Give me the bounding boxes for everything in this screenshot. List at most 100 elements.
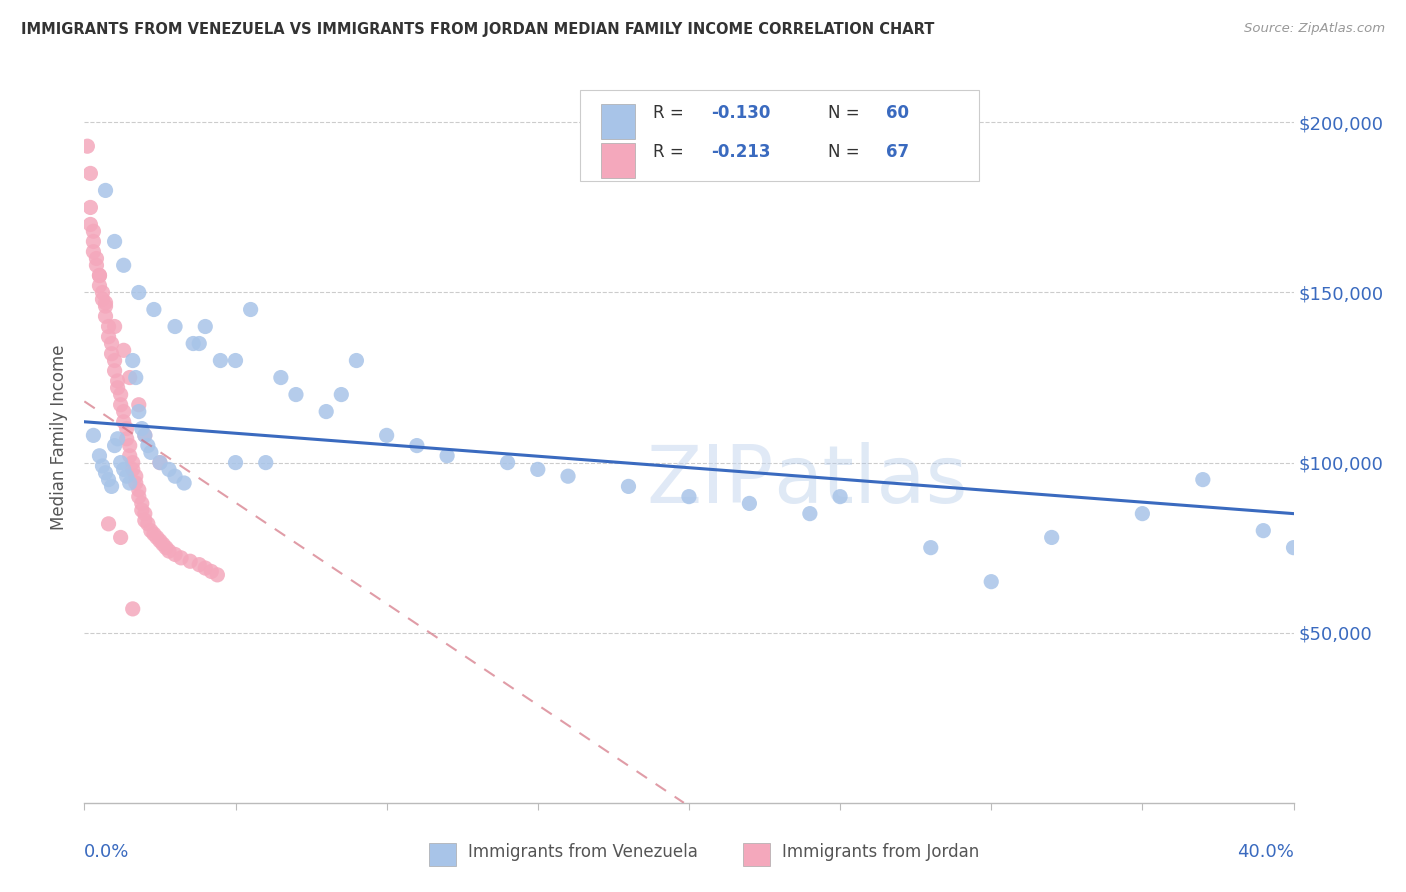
Point bbox=[82, 428, 104, 442]
Point bbox=[194, 319, 217, 334]
Point bbox=[107, 381, 129, 395]
Point bbox=[121, 456, 143, 470]
Point bbox=[165, 469, 187, 483]
Point bbox=[97, 319, 120, 334]
Point bbox=[188, 558, 211, 572]
Point bbox=[330, 387, 353, 401]
Text: R =: R = bbox=[652, 104, 689, 122]
Point bbox=[131, 503, 153, 517]
Text: ZIP: ZIP bbox=[647, 442, 773, 520]
Point bbox=[118, 439, 141, 453]
Point bbox=[1282, 541, 1305, 555]
FancyBboxPatch shape bbox=[600, 143, 634, 178]
Point bbox=[678, 490, 700, 504]
Point bbox=[112, 258, 135, 272]
Point bbox=[142, 302, 165, 317]
Point bbox=[97, 473, 120, 487]
Text: 40.0%: 40.0% bbox=[1237, 843, 1294, 861]
Point bbox=[115, 421, 138, 435]
Point bbox=[134, 428, 156, 442]
Point bbox=[79, 218, 101, 232]
Point bbox=[406, 439, 429, 453]
Point bbox=[121, 602, 143, 616]
Point bbox=[179, 554, 201, 568]
Text: 0.0%: 0.0% bbox=[84, 843, 129, 861]
Point bbox=[79, 166, 101, 180]
Point bbox=[225, 353, 247, 368]
Point bbox=[131, 496, 153, 510]
Point bbox=[112, 415, 135, 429]
Point bbox=[1130, 507, 1153, 521]
Point bbox=[94, 183, 117, 197]
Point bbox=[115, 469, 138, 483]
Point bbox=[94, 299, 117, 313]
Point bbox=[139, 445, 162, 459]
Text: -0.130: -0.130 bbox=[710, 104, 770, 122]
Point bbox=[157, 544, 180, 558]
Point bbox=[1253, 524, 1275, 538]
Point bbox=[118, 449, 141, 463]
Point bbox=[131, 421, 153, 435]
Text: N =: N = bbox=[828, 104, 865, 122]
Point bbox=[799, 507, 821, 521]
Point bbox=[121, 462, 143, 476]
Point bbox=[139, 524, 162, 538]
Point bbox=[100, 336, 122, 351]
Point bbox=[112, 462, 135, 476]
Point bbox=[82, 244, 104, 259]
Y-axis label: Median Family Income: Median Family Income bbox=[51, 344, 69, 530]
Point bbox=[121, 353, 143, 368]
Point bbox=[142, 527, 165, 541]
Point bbox=[112, 343, 135, 358]
Point bbox=[170, 550, 193, 565]
Text: R =: R = bbox=[652, 143, 689, 161]
Point bbox=[980, 574, 1002, 589]
FancyBboxPatch shape bbox=[744, 843, 770, 866]
Point bbox=[134, 507, 156, 521]
Point bbox=[738, 496, 761, 510]
Point bbox=[82, 224, 104, 238]
Point bbox=[94, 295, 117, 310]
Point bbox=[285, 387, 308, 401]
Point bbox=[89, 268, 111, 283]
Point bbox=[76, 139, 98, 153]
FancyBboxPatch shape bbox=[581, 90, 979, 181]
Point bbox=[107, 432, 129, 446]
Point bbox=[181, 336, 204, 351]
Point bbox=[110, 398, 132, 412]
Text: N =: N = bbox=[828, 143, 865, 161]
Point bbox=[128, 404, 150, 418]
Text: 67: 67 bbox=[886, 143, 910, 161]
Point bbox=[134, 513, 156, 527]
Point bbox=[82, 235, 104, 249]
Point bbox=[104, 353, 127, 368]
Point bbox=[134, 428, 156, 442]
Point bbox=[128, 490, 150, 504]
Point bbox=[200, 565, 222, 579]
Point bbox=[149, 456, 172, 470]
Point bbox=[375, 428, 398, 442]
Point bbox=[207, 567, 229, 582]
Point bbox=[128, 285, 150, 300]
Point bbox=[346, 353, 368, 368]
Point bbox=[920, 541, 942, 555]
Point bbox=[557, 469, 579, 483]
Point bbox=[97, 516, 120, 531]
Point bbox=[104, 319, 127, 334]
Point bbox=[128, 398, 150, 412]
Point bbox=[128, 483, 150, 497]
Point bbox=[97, 329, 120, 343]
Point bbox=[149, 456, 172, 470]
Point bbox=[110, 531, 132, 545]
Point bbox=[104, 235, 127, 249]
FancyBboxPatch shape bbox=[429, 843, 456, 866]
Point bbox=[91, 458, 114, 473]
Point bbox=[165, 319, 187, 334]
Text: -0.213: -0.213 bbox=[710, 143, 770, 161]
Point bbox=[136, 516, 159, 531]
Text: Immigrants from Venezuela: Immigrants from Venezuela bbox=[468, 843, 697, 861]
Point bbox=[155, 541, 177, 555]
Point bbox=[149, 533, 172, 548]
Point bbox=[225, 456, 247, 470]
Point bbox=[125, 475, 148, 490]
